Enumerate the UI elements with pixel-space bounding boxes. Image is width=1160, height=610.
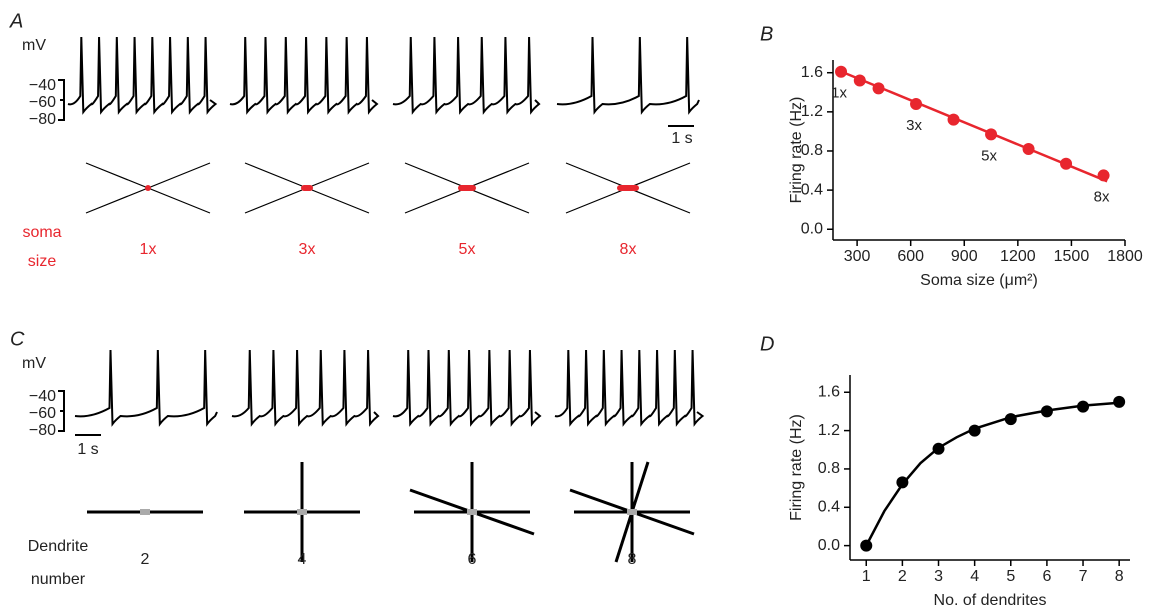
x-tick-label: 1200	[1000, 248, 1036, 265]
x-axis-label: Soma size (μm²)	[920, 272, 1038, 289]
condition-label: 8	[628, 551, 637, 568]
voltage-trace	[554, 349, 705, 427]
row-label: size	[28, 253, 57, 270]
x-tick-label: 1800	[1107, 248, 1143, 265]
condition-label: 4	[298, 551, 307, 568]
data-point	[860, 539, 873, 552]
x-tick-label: 8	[1115, 568, 1124, 585]
data-point	[947, 113, 960, 126]
data-point	[853, 74, 866, 87]
data-point	[932, 442, 945, 455]
point-annotation: 3x	[906, 117, 922, 134]
x-tick-label: 300	[844, 248, 871, 265]
data-point	[835, 65, 848, 78]
x-tick-label: 5	[1006, 568, 1015, 585]
condition-label: 3x	[299, 241, 316, 258]
voltage-trace	[556, 36, 700, 115]
data-point	[1077, 400, 1090, 413]
x-tick-label: 4	[970, 568, 979, 585]
y-tick-label: 0.0	[818, 537, 840, 554]
condition-label: 2	[141, 551, 150, 568]
condition-label: 8x	[620, 241, 637, 258]
point-annotation: 1x	[831, 85, 847, 102]
y-tick-label: 0.8	[818, 460, 840, 477]
y-tick-label: 0.8	[801, 142, 823, 159]
soma	[467, 509, 477, 515]
soma	[297, 509, 307, 515]
y-tick-label: 1.6	[818, 383, 840, 400]
x-tick-label: 1	[862, 568, 871, 585]
data-point	[968, 424, 981, 437]
point-annotation: 8x	[1094, 188, 1110, 205]
voltage-trace	[392, 36, 541, 115]
x-tick-label: 900	[951, 248, 978, 265]
soma	[627, 509, 637, 515]
scale-label: −40	[29, 388, 56, 405]
scale-label: −40	[29, 77, 56, 94]
voltage-trace	[74, 349, 218, 427]
panel-label: C	[10, 328, 25, 350]
row-label: number	[31, 571, 86, 588]
soma	[301, 185, 313, 191]
time-label: 1 s	[77, 441, 98, 458]
soma	[140, 509, 150, 515]
voltage-trace	[231, 349, 380, 427]
scale-bar	[58, 79, 65, 121]
panel-label: A	[9, 10, 23, 32]
y-tick-label: 1.6	[801, 64, 823, 81]
x-tick-label: 2	[898, 568, 907, 585]
scale-label: −80	[29, 111, 56, 128]
time-label: 1 s	[671, 130, 692, 147]
scale-bar	[58, 390, 65, 432]
soma	[145, 185, 151, 191]
panel-label: D	[760, 333, 774, 355]
data-point	[1022, 143, 1035, 156]
voltage-trace	[67, 36, 218, 115]
unit-label: mV	[22, 37, 46, 54]
condition-label: 5x	[459, 241, 476, 258]
y-tick-label: 1.2	[818, 422, 840, 439]
y-axis-label: Firing rate (Hz)	[788, 97, 805, 204]
x-tick-label: 3	[934, 568, 943, 585]
soma	[458, 185, 476, 191]
voltage-trace	[392, 349, 542, 427]
y-axis-label: Firing rate (Hz)	[788, 414, 805, 521]
data-point	[872, 82, 885, 95]
x-tick-label: 7	[1079, 568, 1088, 585]
x-tick-label: 600	[897, 248, 924, 265]
unit-label: mV	[22, 355, 46, 372]
y-tick-label: 0.4	[818, 498, 840, 515]
fit-line	[865, 401, 1120, 547]
point-annotation: 5x	[981, 147, 997, 164]
x-tick-label: 1500	[1054, 248, 1090, 265]
data-point	[1040, 405, 1053, 418]
voltage-trace	[229, 36, 379, 115]
condition-label: 1x	[140, 241, 157, 258]
scale-label: −60	[29, 94, 56, 111]
data-point	[1004, 413, 1017, 426]
x-axis-label: No. of dendrites	[934, 592, 1047, 609]
data-point	[910, 98, 923, 111]
panel-label: B	[760, 23, 773, 45]
y-tick-label: 1.2	[801, 103, 823, 120]
data-point	[896, 476, 909, 489]
condition-label: 6	[468, 551, 477, 568]
row-label: soma	[22, 224, 61, 241]
scale-label: −80	[29, 422, 56, 439]
soma	[617, 185, 639, 191]
data-point	[1097, 169, 1110, 182]
x-tick-label: 6	[1042, 568, 1051, 585]
y-tick-label: 0.0	[801, 220, 823, 237]
y-tick-label: 0.4	[801, 181, 823, 198]
data-point	[1060, 157, 1073, 170]
data-point	[985, 128, 998, 141]
row-label: Dendrite	[28, 538, 89, 555]
scale-label: −60	[29, 405, 56, 422]
data-point	[1113, 395, 1126, 408]
